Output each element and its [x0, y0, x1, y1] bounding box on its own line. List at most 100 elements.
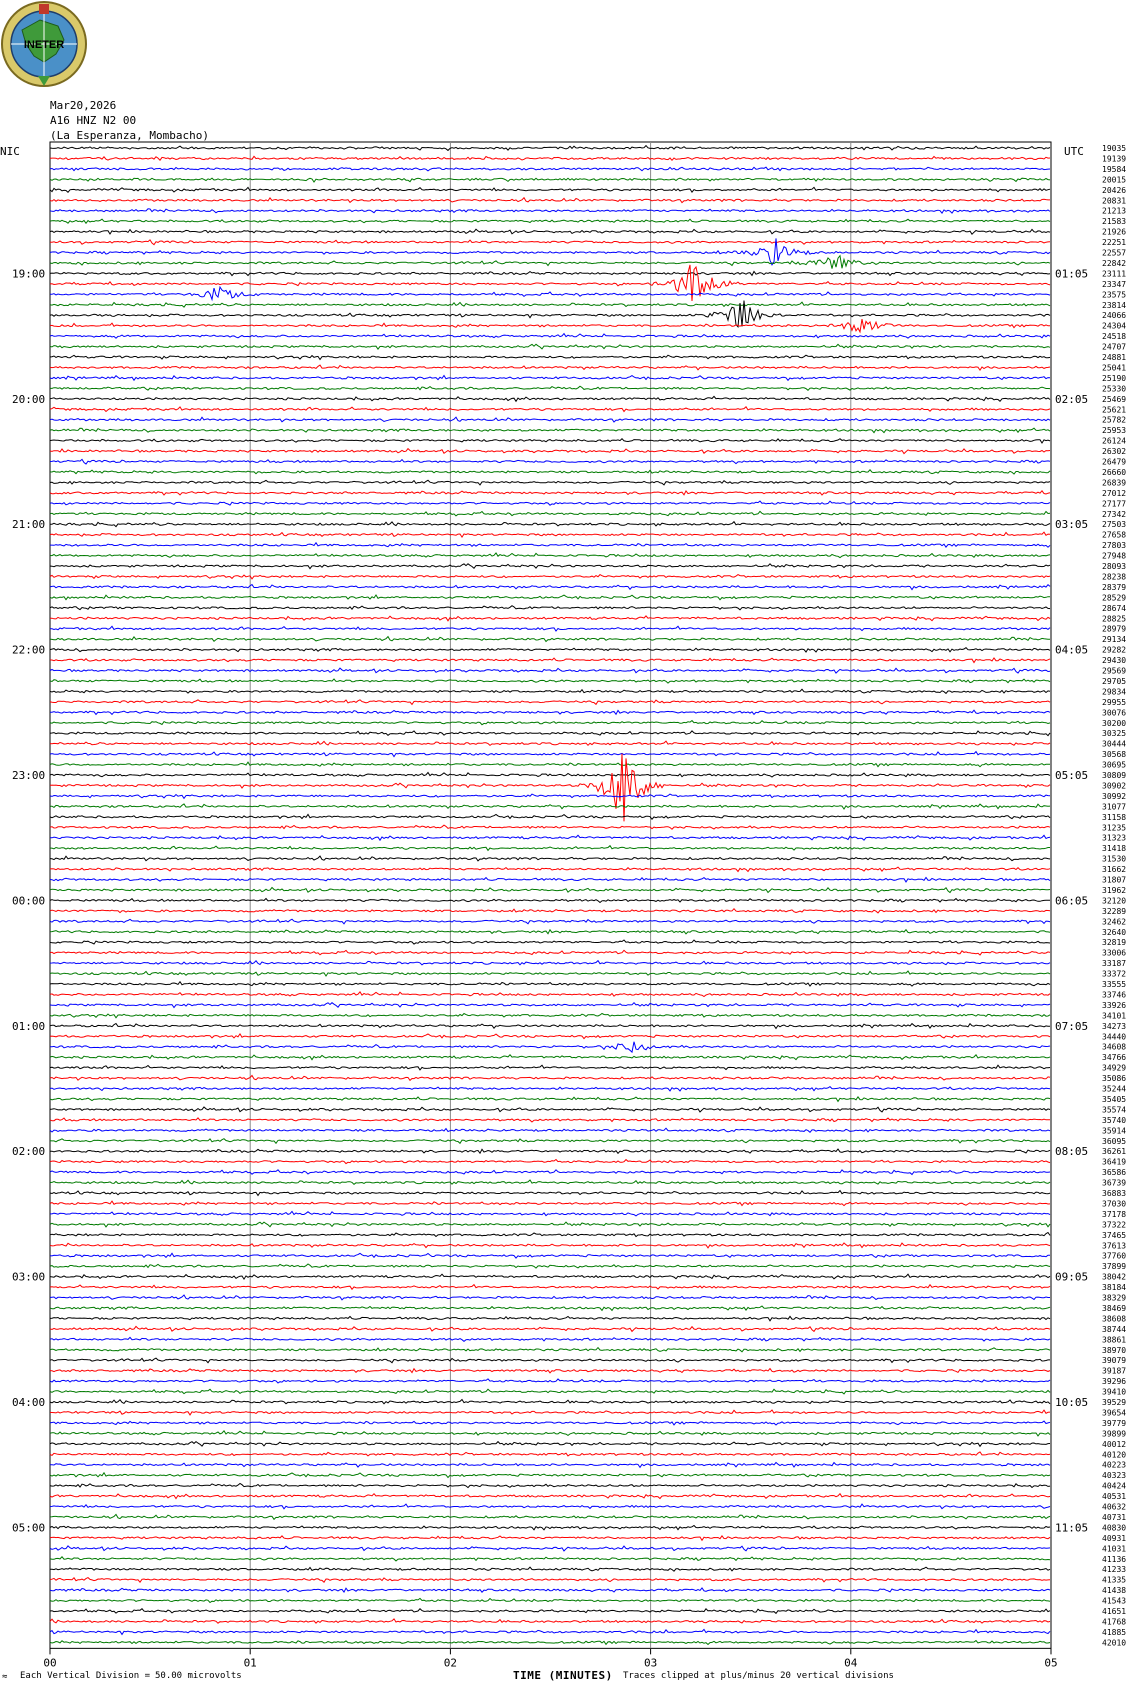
right-hour-label: 08:05: [1055, 1145, 1088, 1158]
seismic-trace: [49, 1440, 1051, 1448]
seismic-trace: [49, 1398, 1051, 1405]
trace-count-label: 41885: [1102, 1628, 1126, 1637]
trace-count-label: 41543: [1102, 1597, 1126, 1606]
seismic-trace: [49, 1597, 1051, 1604]
trace-count-label: 38970: [1102, 1346, 1126, 1355]
seismic-trace: [49, 254, 1051, 269]
seismic-trace: [49, 876, 1051, 883]
trace-count-label: 30444: [1102, 740, 1126, 749]
trace-count-label: 37030: [1102, 1199, 1126, 1208]
trace-count-label: 39654: [1102, 1408, 1126, 1417]
station-code: A16 HNZ N2 00: [50, 114, 137, 127]
seismic-trace: [49, 1482, 1051, 1489]
seismic-trace: [49, 406, 1051, 413]
seismic-trace: [49, 500, 1051, 506]
trace-count-label: 39779: [1102, 1419, 1126, 1428]
trace-count-label: 36883: [1102, 1189, 1126, 1198]
right-hour-label: 02:05: [1055, 393, 1088, 406]
trace-count-label: 34608: [1102, 1043, 1126, 1052]
right-hour-label: 01:05: [1055, 267, 1088, 280]
seismic-trace: [49, 447, 1051, 455]
trace-count-label: 23814: [1102, 301, 1126, 310]
trace-count-label: 39529: [1102, 1398, 1126, 1407]
trace-count-label: 28979: [1102, 625, 1126, 634]
scale-value: 50.00 microvolts: [155, 1671, 242, 1681]
trace-count-label: 40323: [1102, 1471, 1126, 1480]
seismic-trace: [49, 1179, 1051, 1185]
trace-count-label: 28529: [1102, 593, 1126, 602]
trace-count-label: 20426: [1102, 186, 1126, 195]
seismic-trace: [49, 1545, 1051, 1552]
trace-count-label: 41031: [1102, 1544, 1126, 1553]
trace-count-label: 25782: [1102, 416, 1126, 425]
seismic-trace: [49, 1388, 1051, 1395]
trace-count-label: 31662: [1102, 865, 1126, 874]
seismic-trace: [49, 1221, 1051, 1228]
trace-count-label: 39410: [1102, 1388, 1126, 1397]
seismic-trace: [50, 1210, 1051, 1217]
trace-count-label: 24881: [1102, 353, 1126, 362]
seismic-trace: [49, 1053, 1051, 1061]
left-timezone-label: NIC: [0, 145, 20, 158]
trace-count-label: 27503: [1102, 520, 1126, 529]
seismic-trace: [49, 285, 1051, 302]
seismic-trace: [49, 374, 1051, 382]
trace-count-label: 24518: [1102, 332, 1126, 341]
trace-count-label: 40012: [1102, 1440, 1126, 1449]
trace-count-label: 34929: [1102, 1064, 1126, 1073]
trace-count-label: 33187: [1102, 959, 1126, 968]
trace-count-label: 27342: [1102, 510, 1126, 519]
trace-count-label: 29569: [1102, 667, 1126, 676]
seismic-trace: [49, 144, 1051, 152]
right-timezone-label: UTC: [1064, 145, 1084, 158]
left-hour-label: 21:00: [12, 518, 45, 531]
trace-count-label: 37760: [1102, 1252, 1126, 1261]
trace-count-label: 37899: [1102, 1262, 1126, 1271]
seismic-trace: [49, 1138, 1051, 1145]
trace-count-label: 33746: [1102, 990, 1126, 999]
seismic-trace: [49, 939, 1051, 945]
seismic-trace: [49, 1503, 1051, 1510]
trace-count-label: 38608: [1102, 1314, 1126, 1323]
seismic-trace: [49, 364, 1051, 372]
right-hour-label: 11:05: [1055, 1521, 1088, 1534]
trace-count-label: 20831: [1102, 196, 1126, 205]
trace-count-label: 30695: [1102, 761, 1126, 770]
seismic-trace: [49, 625, 1051, 632]
seismic-trace: [49, 750, 1051, 758]
seismic-trace: [49, 1357, 1050, 1364]
trace-count-label: 19035: [1102, 144, 1126, 153]
trace-count-label: 24066: [1102, 311, 1126, 320]
seismic-trace: [49, 928, 1051, 935]
seismic-trace: [49, 688, 1051, 695]
seismic-trace: [49, 709, 1051, 716]
trace-count-label: 34273: [1102, 1022, 1126, 1031]
seismic-trace: [49, 395, 1051, 403]
trace-count-label: 38184: [1102, 1283, 1126, 1292]
left-hour-label: 22:00: [12, 644, 45, 657]
seismic-trace: [49, 719, 1051, 726]
seismic-trace: [49, 1325, 1051, 1333]
trace-count-label: 35914: [1102, 1126, 1126, 1135]
trace-count-label: 40830: [1102, 1523, 1126, 1532]
seismic-trace: [49, 1429, 1051, 1437]
trace-count-label: 27012: [1102, 489, 1126, 498]
seismic-trace: [49, 1064, 1051, 1071]
seismic-trace: [49, 1577, 1051, 1584]
trace-count-label: 36095: [1102, 1137, 1126, 1146]
trace-count-label: 36261: [1102, 1147, 1126, 1156]
seismic-trace: [49, 803, 1051, 810]
trace-count-label: 27803: [1102, 541, 1126, 550]
seismic-trace: [49, 489, 1051, 496]
trace-count-label: 41233: [1102, 1565, 1126, 1574]
left-hour-label: 00:00: [12, 894, 45, 907]
trace-count-label: 26479: [1102, 458, 1126, 467]
trace-count-label: 25190: [1102, 374, 1126, 383]
trace-count-label: 25953: [1102, 426, 1126, 435]
trace-count-label: 36739: [1102, 1179, 1126, 1188]
seismic-trace: [49, 594, 1050, 601]
seismic-trace: [49, 635, 1051, 643]
trace-count-label: 30992: [1102, 792, 1126, 801]
seismic-trace: [49, 177, 1051, 183]
seismic-trace: [49, 970, 1051, 977]
